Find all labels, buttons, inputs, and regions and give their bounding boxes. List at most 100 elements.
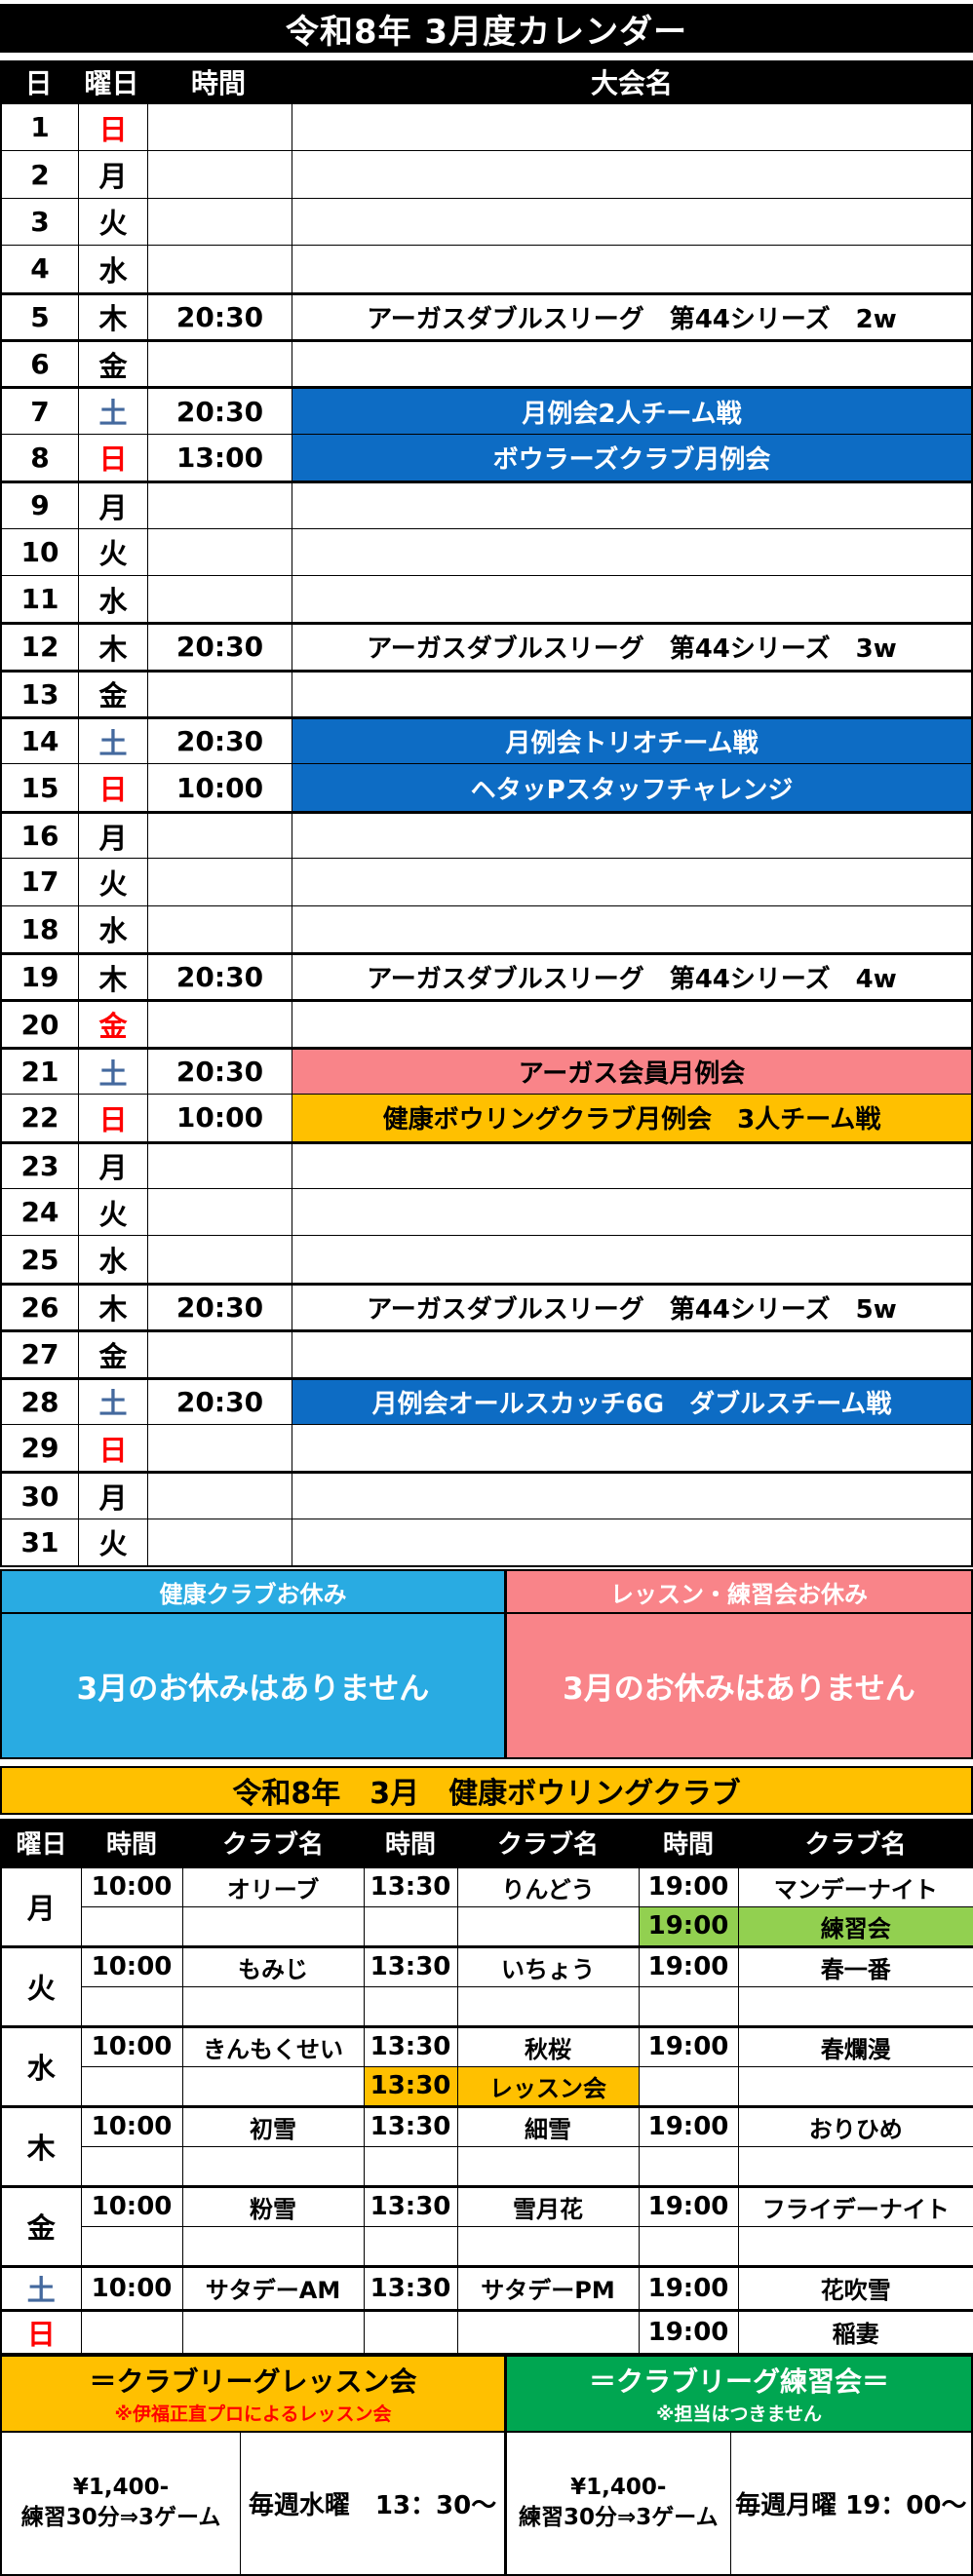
club-name-cell (181, 2308, 365, 2355)
club-name-cell: もみじ (181, 1944, 365, 1987)
weekday-label: 火 (79, 198, 148, 246)
event-name (292, 342, 971, 386)
event-time: 20:30 (148, 955, 292, 1000)
event-time (148, 341, 292, 387)
club-col-header: クラブ名 (457, 1820, 639, 1867)
club-row (1, 2225, 973, 2267)
weekday-label: 日 (79, 764, 148, 811)
club-time-cell (363, 2145, 458, 2187)
calendar-day-row: 21 土 20:30 アーガス会員月例会 (2, 1046, 971, 1095)
weekday-label: 月 (79, 151, 148, 198)
weekday-label: 日 (79, 1095, 148, 1141)
day-number: 2 (2, 151, 79, 198)
club-name-cell: 細雪 (456, 2104, 640, 2147)
day-number: 31 (2, 1519, 79, 1566)
event-name (292, 576, 971, 622)
club-name-cell (181, 2065, 365, 2107)
club-col-header: 時間 (639, 1820, 738, 1867)
club-name-cell (456, 1985, 640, 2027)
lesson-subtitle: ※伊福正直プロによるレッスン会 (114, 2403, 392, 2426)
calendar-day-row: 15 日 10:00 ヘタッPスタッフチャレンジ (2, 763, 971, 811)
club-row: 19:00 練習会 (1, 1905, 973, 1947)
club-weekday-cell: 日 (0, 2308, 82, 2355)
event-name (292, 814, 971, 858)
event-time (148, 1474, 292, 1519)
day-number: 13 (2, 672, 79, 717)
event-name (292, 1189, 971, 1235)
lesson-schedule-cell: 毎週水曜 13：30～ (241, 2432, 504, 2574)
weekday-label: 月 (79, 1474, 148, 1519)
calendar-day-row: 24 火 (2, 1187, 971, 1236)
practice-title: ＝クラブリーグ練習会＝ (588, 2365, 889, 2399)
event-time (148, 198, 292, 246)
health-club-closure-box: 健康クラブお休み 3月のお休みはありません (0, 1569, 506, 1760)
weekday-label: 金 (79, 672, 148, 717)
club-time-cell (363, 1905, 458, 1947)
event-time (148, 575, 292, 623)
club-col-header: 曜日 (1, 1820, 81, 1867)
event-time: 20:30 (148, 1285, 292, 1330)
club-weekday-cell: 木 (0, 2104, 82, 2187)
event-time (148, 1424, 292, 1472)
weekday-label: 火 (79, 859, 148, 905)
club-time-cell: 10:00 (80, 2264, 183, 2311)
event-time (148, 672, 292, 717)
calendar-day-row: 5 木 20:30 アーガスダブルスリーグ 第44シリーズ 2w (2, 291, 971, 339)
event-name: 月例会2人チーム戦 (292, 389, 971, 434)
club-row: 金 10:00 粉雪 13:30 雪月花 19:00 フライデーナイト (0, 2184, 973, 2267)
col-header-event: 大会名 (590, 67, 673, 99)
day-number: 27 (2, 1332, 79, 1377)
club-name-cell (181, 1985, 365, 2027)
day-number: 6 (2, 341, 79, 387)
col-header-weekday: 曜日 (84, 67, 139, 99)
practice-fee-cell: ¥1,400- 練習30分⇒3ゲーム (507, 2432, 731, 2574)
club-weekday-cell: 水 (0, 2024, 82, 2107)
event-time: 10:00 (148, 1095, 292, 1141)
calendar-day-row: 18 水 (2, 904, 971, 953)
day-number: 7 (2, 389, 79, 434)
day-number: 29 (2, 1424, 79, 1472)
practice-subtitle: ※担当はつきません (656, 2403, 822, 2426)
lesson-schedule: 毎週水曜 13：30～ (248, 2490, 497, 2520)
club-table-header: 曜日 時間 クラブ名 時間 クラブ名 時間 クラブ名 (1, 1820, 973, 1867)
club-name-cell: りんどう (456, 1865, 640, 1907)
club-row: 土 10:00 サタデーAM 13:30 サタデーPM 19:00 花吹雪 (0, 2264, 973, 2311)
club-row: 13:30 レッスン会 (1, 2065, 973, 2107)
calendar-page: 令和8年 3月度カレンダー 日 曜日 時間 大会名 1 日 2 月 3 火 4 水 5 木 20:3… (0, 4, 973, 2576)
lesson-fee-games: 練習30分⇒3ゲーム (20, 2505, 221, 2531)
weekday-label: 木 (79, 1285, 148, 1330)
calendar-day-row: 11 水 (2, 574, 971, 623)
event-name: 健康ボウリングクラブ月例会 3人チーム戦 (292, 1095, 971, 1141)
day-number: 17 (2, 859, 79, 905)
practice-header: ＝クラブリーグ練習会＝ ※担当はつきません (506, 2354, 973, 2433)
practice-schedule-cell: 毎週月曜 19：00～ (730, 2432, 971, 2574)
day-number: 1 (2, 104, 79, 151)
club-name-cell: サタデーPM (456, 2264, 640, 2311)
event-name (292, 246, 971, 291)
day-number: 21 (2, 1049, 79, 1095)
day-number: 15 (2, 764, 79, 811)
practice-schedule: 毎週月曜 19：00～ (735, 2490, 967, 2520)
event-name (292, 1144, 971, 1188)
club-time-cell (638, 2065, 739, 2107)
lesson-closure-body: 3月のお休みはありません (507, 1614, 971, 1758)
club-time-cell: 19:00 (638, 1905, 739, 1947)
club-time-cell: 13:30 (363, 2264, 458, 2311)
event-name (292, 1425, 971, 1471)
club-time-cell (80, 1985, 183, 2027)
lesson-fee-cell: ¥1,400- 練習30分⇒3ゲーム (2, 2432, 242, 2574)
weekday-label: 木 (79, 294, 148, 339)
club-name-cell (181, 2225, 365, 2267)
event-name: 月例会トリオチーム戦 (292, 719, 971, 764)
weekday-label: 水 (79, 575, 148, 623)
club-col-header: クラブ名 (182, 1820, 364, 1867)
day-number: 12 (2, 625, 79, 670)
weekday-label: 土 (79, 1049, 148, 1095)
weekday-label: 木 (79, 955, 148, 1000)
club-schedule-table: 曜日 時間 クラブ名 時間 クラブ名 時間 クラブ名 月 10:00 オリーブ 13:30 りんどう… (0, 1819, 973, 2355)
lesson-fee: ¥1,400- (72, 2475, 170, 2501)
calendar-day-row: 17 火 (2, 858, 971, 905)
club-league-lesson-box: ＝クラブリーグレッスン会 ※伊福正直プロによるレッスン会 ¥1,400- 練習3… (0, 2354, 506, 2576)
